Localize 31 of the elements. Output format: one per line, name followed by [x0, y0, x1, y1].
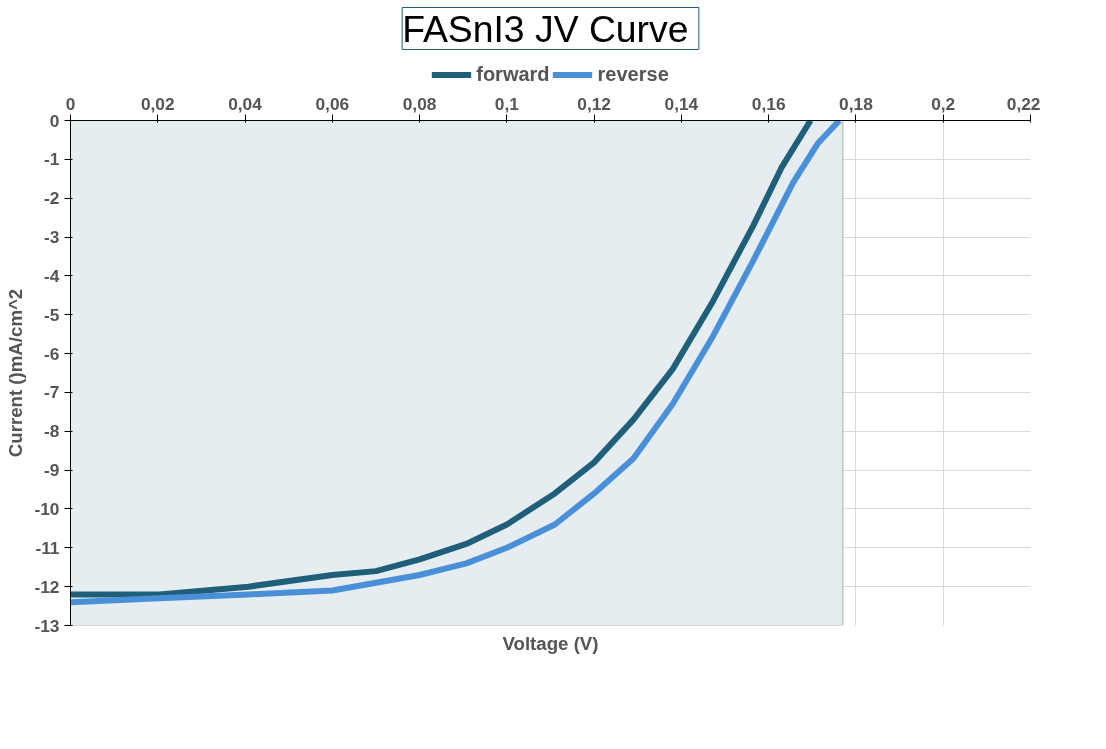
legend-label: forward [476, 62, 550, 86]
x-tick-label: 0,14 [664, 93, 699, 114]
x-tick-label: 0,1 [494, 93, 520, 114]
y-tick-label: -5 [44, 304, 60, 325]
x-tick-label: 0,22 [1006, 93, 1041, 114]
y-tick-label: -3 [44, 227, 60, 248]
y-tick-label: -9 [44, 460, 60, 481]
y-tick-label: -1 [44, 149, 60, 170]
y-tick-label: -10 [34, 498, 60, 519]
chart-title: FASnI3 JV Curve [402, 7, 689, 50]
x-tick-label: 0,18 [839, 93, 874, 114]
y-tick-label: -4 [44, 265, 60, 286]
x-tick-label: 0,2 [931, 93, 956, 114]
y-tick-label: -13 [34, 615, 60, 636]
y-tick-label: -7 [44, 382, 60, 403]
y-tick-label: -11 [35, 537, 60, 558]
y-tick-label: 0 [49, 110, 60, 131]
x-tick-label: 0,02 [140, 93, 175, 114]
legend-label: reverse [597, 62, 669, 86]
x-tick-label: 0,16 [751, 93, 786, 114]
y-axis-title: Current ()mA/cm^2 [5, 288, 27, 458]
x-tick-label: 0,04 [228, 93, 263, 114]
x-tick-label: 0,06 [315, 93, 350, 114]
y-tick-label: -6 [44, 343, 60, 364]
x-tick-label: 0,08 [402, 93, 437, 114]
y-tick-label: -12 [34, 576, 60, 597]
y-tick-label: -2 [44, 188, 60, 209]
y-tick-label: -8 [44, 421, 60, 442]
x-tick-label: 0 [65, 93, 76, 114]
x-axis-title: Voltage (V) [502, 632, 599, 654]
x-tick-label: 0,12 [577, 93, 612, 114]
